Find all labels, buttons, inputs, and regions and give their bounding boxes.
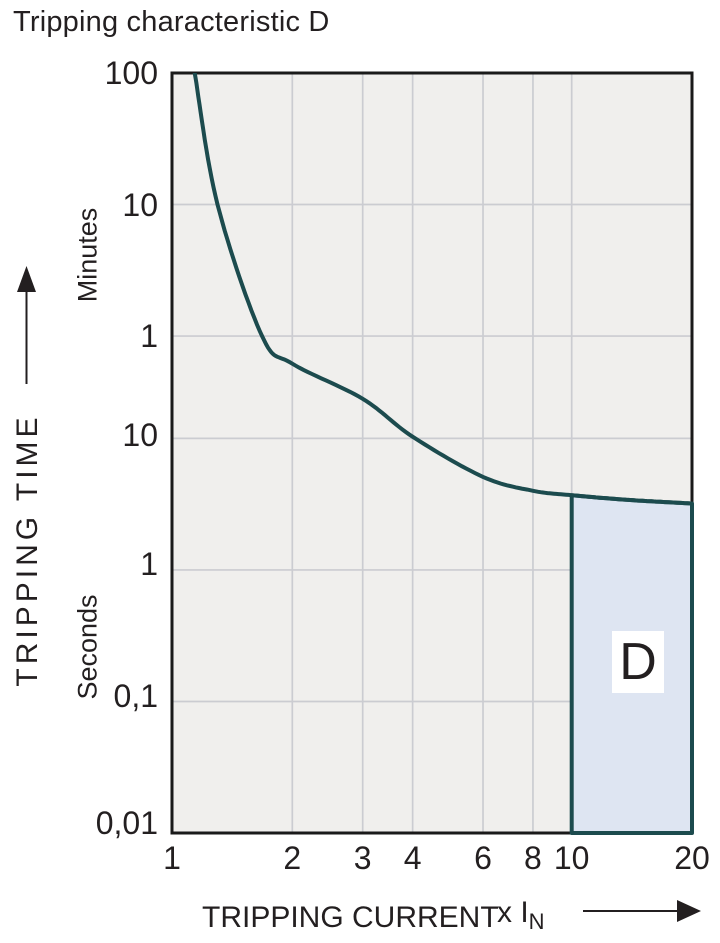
region-label: D xyxy=(619,633,657,691)
y-tick-label: 1 xyxy=(140,318,158,355)
y-unit-minutes-label: Minutes xyxy=(72,207,103,303)
x-axis-arrow-icon xyxy=(583,900,701,922)
y-tick-label: 10 xyxy=(122,417,158,454)
y-tick-label: 0,01 xyxy=(95,805,158,841)
plot-border xyxy=(170,71,694,835)
y-axis-arrow-icon xyxy=(17,266,36,384)
x-tick-label: 6 xyxy=(474,840,492,876)
trip-curve xyxy=(192,73,692,506)
region-label-box: D xyxy=(612,631,664,693)
x-tick-label: 2 xyxy=(283,840,302,876)
x-tick-label: 3 xyxy=(353,840,372,876)
x-axis-unit: x IN xyxy=(497,896,545,933)
x-axis-title: TRIPPING CURRENT xyxy=(202,901,499,934)
x-tick-label: 8 xyxy=(524,840,542,876)
x-tick-label: 1 xyxy=(163,840,181,876)
y-axis-title: TRIPPING TIME xyxy=(11,413,44,687)
x-tick-label: 20 xyxy=(674,840,710,876)
x-tick-label: 10 xyxy=(553,840,590,876)
x-tick-label: 4 xyxy=(403,840,422,876)
y-tick-label: 1 xyxy=(140,545,158,582)
y-tick-label: 10 xyxy=(122,186,158,223)
y-tick-label: 0,1 xyxy=(113,678,158,715)
x-axis-unit-text: x I xyxy=(497,896,529,929)
y-tick-label: 100 xyxy=(104,55,158,91)
x-axis-unit-subscript: N xyxy=(528,909,545,934)
chart-title: Tripping characteristic D xyxy=(13,6,330,38)
y-unit-seconds-label: Seconds xyxy=(72,594,103,700)
